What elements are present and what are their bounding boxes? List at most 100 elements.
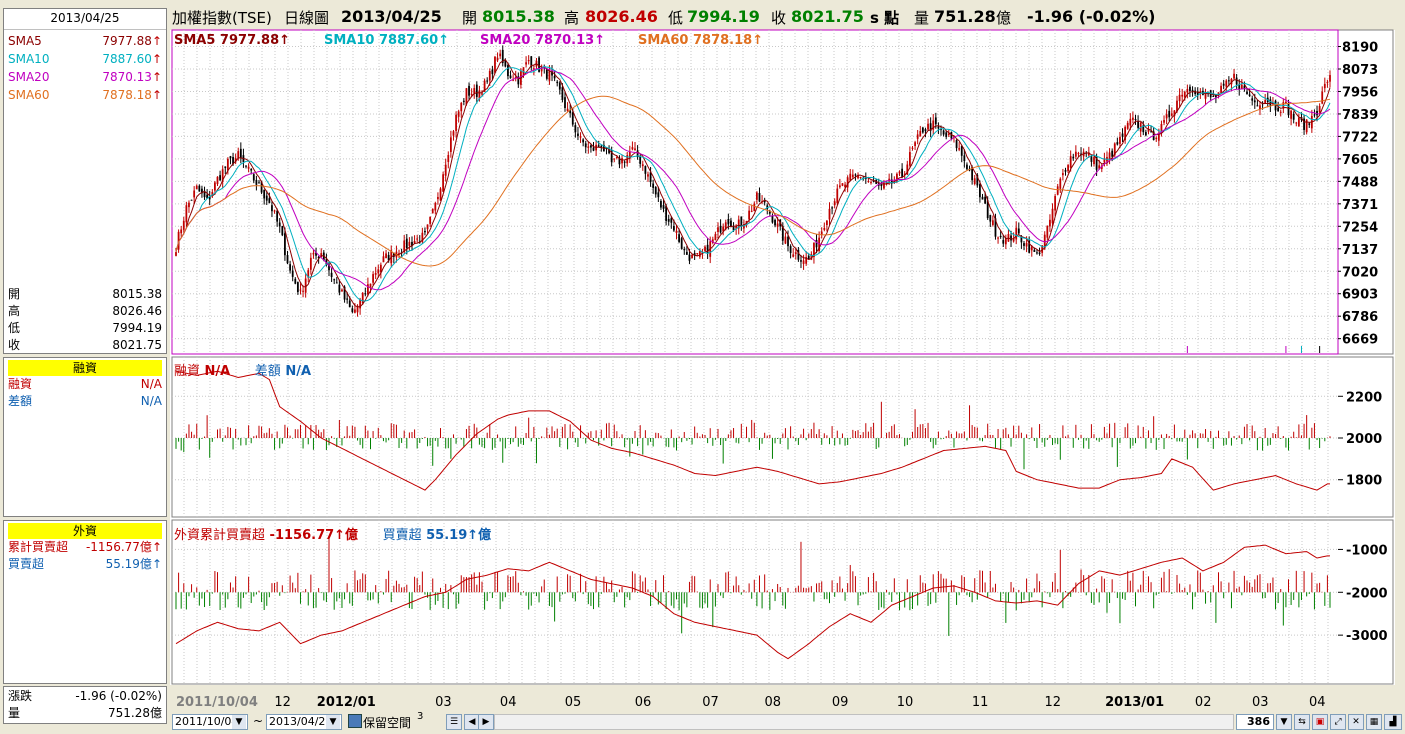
candle-body (1170, 113, 1173, 116)
count-dropdown-icon[interactable]: ▼ (1276, 714, 1292, 730)
candle-body (237, 151, 240, 159)
candle-body (226, 158, 229, 171)
candle-body (509, 75, 512, 79)
candle-body (1111, 150, 1114, 157)
candle-body (634, 148, 636, 151)
calendar-icon[interactable]: ▣ (1312, 714, 1328, 730)
candle-body (831, 207, 833, 209)
vol-unit: 億 (996, 9, 1012, 27)
candle-body (940, 128, 942, 131)
from-date-select[interactable]: 2011/10/04 (172, 714, 248, 730)
candle-body (838, 185, 841, 188)
keep-space-label[interactable]: 保留空間 (363, 716, 412, 730)
candle-body (431, 208, 434, 214)
candle-body (1238, 84, 1241, 89)
prev-icon[interactable]: ⇆ (1294, 714, 1310, 730)
candle-body (545, 69, 548, 79)
candle-body (693, 253, 696, 257)
candle-body (590, 145, 592, 148)
scroll-left-icon[interactable]: ◀ (464, 714, 480, 730)
to-dropdown-icon[interactable]: ▼ (326, 715, 340, 729)
candle-body (1157, 133, 1160, 141)
candle-body (810, 254, 813, 260)
candle-body (1189, 86, 1191, 91)
candle-body (470, 94, 473, 96)
candle-body (934, 117, 937, 125)
candle-body (424, 230, 426, 233)
candle-body (706, 244, 709, 254)
foreign-legend: 外資累計買賣超 -1156.77↑億 買賣超 55.19↑億 (174, 528, 492, 543)
fullscreen-icon[interactable]: ✕ (1348, 714, 1364, 730)
price-y-tick: 6903 (1342, 288, 1378, 303)
x-tick-label: 2013/01 (1105, 695, 1165, 710)
sma10-line (175, 65, 1331, 302)
candle-body (758, 192, 761, 202)
candle-body (359, 299, 362, 309)
candle-body (1129, 118, 1132, 126)
candle-body (398, 253, 400, 255)
candle-body (346, 298, 349, 300)
candle-body (343, 286, 346, 300)
scroll-right-icon[interactable]: ▶ (478, 714, 494, 730)
candle-body (641, 164, 644, 167)
vol-label: 量 (914, 9, 930, 27)
candle-body (823, 227, 826, 230)
candle-body (1108, 152, 1111, 161)
candle-body (844, 184, 846, 188)
settings-icon[interactable]: ▟ (1384, 714, 1402, 730)
candle-body (704, 246, 706, 251)
candle-body (797, 249, 800, 260)
candle-body (1326, 82, 1329, 84)
price-y-tick: 6786 (1342, 310, 1378, 325)
candle-body (1113, 143, 1116, 156)
candle-body (685, 251, 688, 255)
candle-body (1183, 91, 1186, 98)
candle-body (610, 150, 613, 163)
candle-body (413, 241, 416, 244)
candle-body (532, 68, 535, 70)
candle-body (989, 214, 992, 222)
candle-body (647, 174, 649, 177)
expand-icon[interactable]: ⤢ (1330, 714, 1346, 730)
bar-count-field[interactable]: 386 (1236, 714, 1274, 730)
candle-body (1142, 125, 1145, 133)
candle-body (245, 165, 247, 167)
close-label: 收 (771, 9, 787, 27)
candle-body (851, 174, 854, 178)
sma-row-sma10: SMA10 7887.60↑ (8, 52, 162, 66)
candle-body (732, 226, 735, 231)
candle-body (1121, 133, 1124, 137)
sma-row-sma60: SMA60 7878.18↑ (8, 88, 162, 102)
candle-body (1259, 105, 1261, 110)
from-dropdown-icon[interactable]: ▼ (232, 715, 246, 729)
candle-body (582, 139, 585, 143)
zoom-icon[interactable]: ☰ (446, 714, 462, 730)
open-label: 開 (462, 9, 478, 27)
candle-body (691, 254, 693, 259)
candle-body (522, 67, 525, 75)
candle-body (558, 82, 561, 90)
candle-body (429, 216, 432, 224)
candle-body (1186, 89, 1189, 93)
candle-body (302, 290, 304, 292)
candle-body (678, 234, 680, 242)
candle-body (753, 203, 756, 212)
chart-type-icon[interactable]: ▦ (1366, 714, 1382, 730)
candle-body (291, 270, 294, 277)
candle-body (999, 236, 1002, 238)
scrollbar-track[interactable] (494, 714, 1234, 730)
candle-body (1061, 173, 1064, 176)
price-y-tick: 7488 (1342, 175, 1378, 190)
keep-space-icon[interactable] (348, 714, 362, 728)
candle-body (1033, 249, 1036, 252)
candle-body (307, 270, 310, 278)
price-y-tick: 6669 (1342, 333, 1378, 348)
candle-body (787, 236, 789, 247)
to-date-select[interactable]: 2013/04/25 (266, 714, 342, 730)
candle-body (553, 76, 556, 79)
candle-body (354, 309, 356, 313)
candle-body (501, 49, 504, 64)
candle-body (540, 67, 543, 72)
candle-body (740, 216, 743, 226)
